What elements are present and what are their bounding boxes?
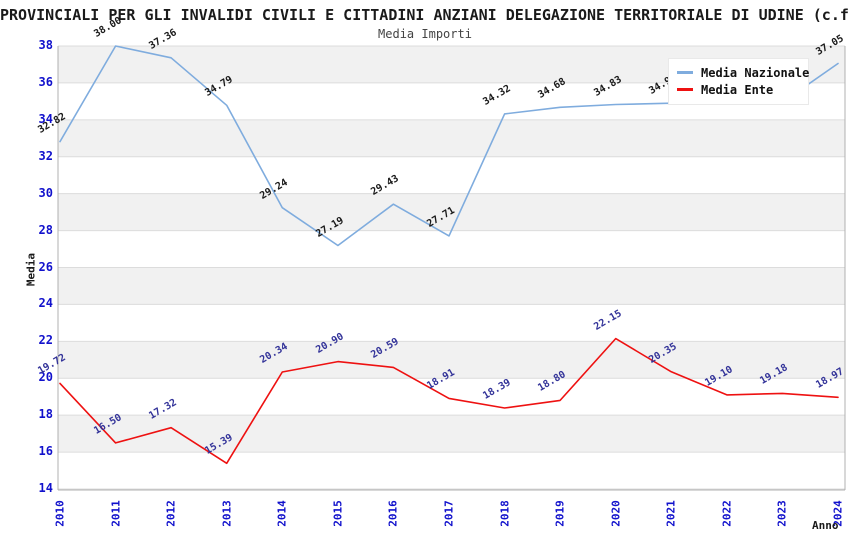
legend-label: Media Ente (701, 82, 774, 97)
legend: Media Nazionale Media Ente (668, 58, 809, 105)
plot-band (58, 119, 845, 157)
plot-band (58, 193, 845, 231)
x-axis-title: Anno (812, 519, 839, 532)
plot-band (58, 341, 845, 379)
legend-item: Media Nazionale (677, 64, 809, 81)
legend-line-swatch (677, 88, 693, 91)
legend-label: Media Nazionale (701, 65, 810, 80)
chart-title: PROVINCIALI PER GLI INVALIDI CIVILI E CI… (0, 6, 849, 24)
plot-band (58, 415, 845, 453)
series-line-media-ente (59, 337, 839, 465)
plot-band (58, 267, 845, 305)
chart-subtitle: Media Importi (378, 27, 472, 41)
legend-line-swatch (677, 71, 693, 74)
legend-item: Media Ente (677, 81, 800, 98)
